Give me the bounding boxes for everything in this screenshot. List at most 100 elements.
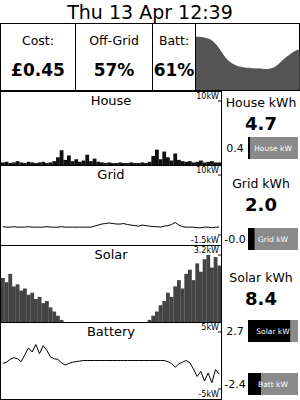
summary-value: 61%	[154, 60, 195, 80]
bar	[115, 163, 119, 165]
gauge-background	[248, 137, 298, 159]
gauge-label: Batt kW	[258, 380, 288, 389]
chart-title: Solar	[94, 247, 128, 262]
panel-title: Solar kWh	[229, 270, 292, 285]
bar	[214, 257, 218, 322]
bar	[82, 322, 86, 323]
bar	[188, 270, 192, 322]
bar	[162, 152, 166, 165]
chart-frame	[1, 166, 222, 246]
tick-label: 3.2kW	[194, 246, 219, 255]
gauge-edge	[248, 137, 250, 159]
bar	[199, 272, 203, 322]
summary-value: 57%	[94, 60, 135, 80]
panel-title: Grid kWh	[232, 176, 290, 191]
bar	[16, 161, 20, 165]
bar	[89, 322, 93, 323]
summary-divider	[195, 24, 196, 91]
bar	[8, 163, 12, 165]
bar	[129, 162, 133, 165]
bar	[1, 162, 5, 165]
bar	[118, 322, 122, 323]
bar	[27, 295, 31, 322]
bar	[19, 162, 23, 165]
panel-value: 8.4	[245, 288, 277, 309]
bar	[5, 162, 9, 165]
bar	[100, 162, 104, 165]
chart-title: Grid	[97, 167, 124, 182]
bar	[49, 307, 53, 322]
bar	[45, 163, 49, 165]
bar	[173, 286, 177, 322]
panel-value: 2.0	[245, 194, 277, 215]
bar	[71, 322, 75, 323]
summary-frame	[1, 24, 300, 91]
chart-frame	[1, 92, 222, 166]
bar	[129, 322, 133, 323]
bar	[184, 162, 188, 165]
bar	[181, 161, 185, 165]
chart-title: House	[91, 93, 132, 108]
header-title: Thu 13 Apr 12:39	[66, 1, 233, 23]
chart-frame	[1, 323, 222, 400]
gauge-edge	[248, 320, 250, 342]
bar	[45, 301, 49, 322]
bar	[78, 162, 82, 165]
bar	[41, 303, 45, 322]
gauge-background	[248, 320, 298, 342]
bar	[30, 162, 34, 165]
bar	[67, 322, 71, 323]
bar	[148, 320, 152, 322]
bar	[63, 322, 67, 323]
bar	[34, 299, 38, 322]
bar	[159, 159, 163, 165]
panel-value: 4.7	[245, 113, 277, 134]
bar	[8, 274, 12, 322]
bar	[12, 286, 16, 322]
bar	[38, 297, 42, 322]
bar	[96, 322, 100, 323]
plot-area	[1, 150, 221, 165]
bar	[177, 280, 181, 322]
bar	[85, 155, 89, 165]
bar	[217, 265, 221, 322]
bar	[93, 159, 97, 165]
summary-label: Batt:	[159, 33, 189, 48]
bar	[34, 163, 38, 165]
bar	[89, 161, 93, 165]
bar	[126, 163, 130, 165]
bar	[5, 282, 9, 322]
bar	[206, 255, 210, 322]
gauge-background	[248, 228, 298, 250]
bar	[107, 322, 111, 323]
gauge-bar	[248, 320, 290, 342]
bar	[93, 322, 97, 323]
gauge-area	[248, 228, 255, 250]
bar	[159, 305, 163, 322]
bar	[151, 316, 155, 322]
bar	[16, 284, 20, 322]
bar	[100, 322, 104, 323]
bar	[151, 156, 155, 165]
bar	[56, 316, 60, 322]
bar	[52, 161, 56, 165]
bar	[184, 274, 188, 322]
bar	[23, 163, 27, 165]
bar	[41, 162, 45, 165]
gauge-label: Solar kW	[256, 327, 290, 336]
bar	[133, 163, 137, 165]
bar	[30, 293, 34, 322]
dashboard: Thu 13 Apr 12:39Cost:£0.45Off-Grid57%Bat…	[0, 0, 300, 400]
bar	[195, 162, 199, 165]
bar	[60, 320, 64, 322]
tick-label: 10kW	[196, 92, 219, 101]
chart-frame	[1, 246, 222, 323]
gauge-background	[248, 373, 298, 395]
summary-divider	[75, 24, 76, 91]
bar	[214, 162, 218, 165]
bar	[52, 312, 56, 322]
summary-label: Cost:	[22, 33, 54, 48]
summary-label: Off-Grid	[89, 33, 139, 48]
bar	[181, 289, 185, 323]
bar	[166, 157, 170, 165]
